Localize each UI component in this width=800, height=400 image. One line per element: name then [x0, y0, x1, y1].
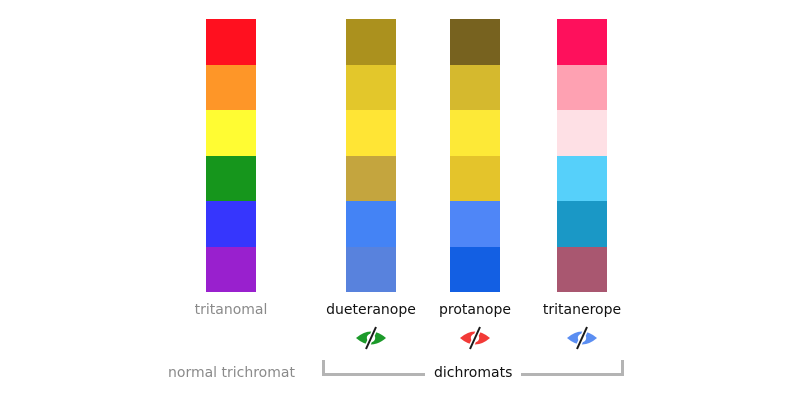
column-label-tritanomal: tritanomal	[194, 302, 268, 318]
dichromats-bracket-right-line	[521, 373, 624, 376]
color-swatch	[557, 155, 607, 201]
color-swatch	[450, 19, 500, 65]
color-swatch	[346, 201, 396, 247]
eye-slash-icon	[460, 326, 490, 350]
group-label-normal-trichromat: normal trichromat	[168, 365, 295, 381]
color-swatch	[346, 19, 396, 65]
column-label-dueteranope: dueteranope	[326, 302, 416, 318]
color-swatch	[450, 64, 500, 110]
color-swatch	[450, 201, 500, 247]
color-swatch	[346, 110, 396, 156]
color-swatch	[557, 246, 607, 292]
color-swatch	[346, 64, 396, 110]
color-swatch	[206, 64, 256, 110]
color-swatch	[557, 64, 607, 110]
column-label-protanope: protanope	[439, 302, 511, 318]
color-swatch	[206, 201, 256, 247]
swatch-column-protanope	[450, 19, 500, 292]
swatch-column-dueteranope	[346, 19, 396, 292]
eye-slash-icon	[356, 326, 386, 350]
color-swatch	[557, 110, 607, 156]
color-swatch	[450, 246, 500, 292]
color-swatch	[557, 201, 607, 247]
swatch-column-tritanomal	[206, 19, 256, 292]
column-label-tritanerope: tritanerope	[542, 302, 622, 318]
color-swatch	[557, 19, 607, 65]
color-swatch	[206, 246, 256, 292]
swatch-column-tritanerope	[557, 19, 607, 292]
dichromats-bracket-left-tick	[322, 360, 325, 376]
color-swatch	[206, 155, 256, 201]
color-swatch	[346, 155, 396, 201]
eye-slash-icon	[567, 326, 597, 350]
group-label-dichromats: dichromats	[434, 365, 513, 381]
color-swatch	[450, 155, 500, 201]
dichromats-bracket-left-line	[322, 373, 425, 376]
color-swatch	[206, 110, 256, 156]
color-swatch	[346, 246, 396, 292]
dichromats-bracket-right-tick	[621, 360, 624, 376]
color-swatch	[450, 110, 500, 156]
color-swatch	[206, 19, 256, 65]
